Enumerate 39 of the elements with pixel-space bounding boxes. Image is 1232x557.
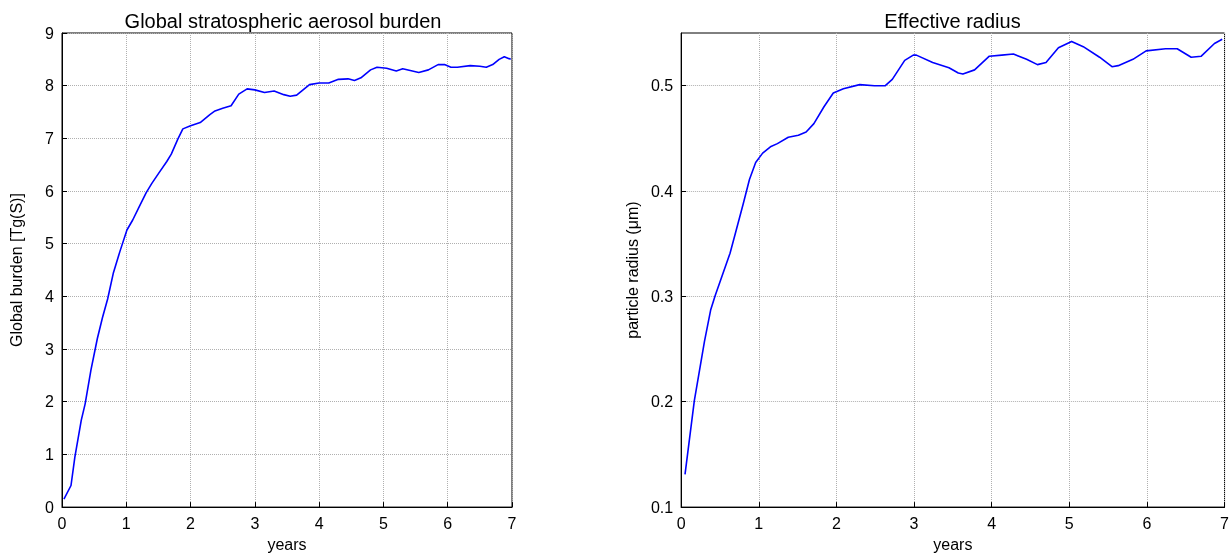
x-axis-title: years — [267, 535, 307, 553]
chart-title: Global stratospheric aerosol burden — [124, 10, 442, 32]
x-tick-label: 2 — [831, 514, 841, 532]
y-tick-label: 6 — [45, 182, 55, 200]
x-tick-label: 4 — [987, 514, 997, 532]
x-tick-label: 2 — [186, 514, 196, 532]
y-axis-title: particle radius (μm) — [623, 201, 641, 339]
x-tick-label: 1 — [121, 514, 131, 532]
y-tick-label: 2 — [45, 393, 55, 411]
y-tick-label: 0.1 — [650, 498, 674, 516]
x-tick-label: 3 — [250, 514, 260, 532]
y-tick-label: 0 — [45, 498, 55, 516]
y-tick-label: 0.5 — [650, 77, 674, 95]
x-axis-title: years — [933, 535, 973, 553]
x-tick-label: 4 — [314, 514, 324, 532]
y-tick-label: 1 — [45, 445, 55, 463]
x-tick-label: 5 — [1064, 514, 1074, 532]
x-tick-label: 7 — [1220, 514, 1230, 532]
y-tick-label: 8 — [45, 77, 55, 95]
x-tick-label: 7 — [507, 514, 517, 532]
x-tick-label: 1 — [754, 514, 764, 532]
line-series — [63, 55, 512, 500]
x-tick-label: 6 — [1142, 514, 1152, 532]
y-axis-title: Global burden [Tg(S)] — [7, 193, 25, 347]
x-tick-label: 6 — [443, 514, 453, 532]
y-tick-label: 3 — [45, 340, 55, 358]
y-tick-label: 5 — [45, 235, 55, 253]
chart-title: Effective radius — [884, 10, 1021, 32]
y-tick-label: 0.3 — [650, 287, 674, 305]
y-tick-label: 0.2 — [650, 393, 674, 411]
line-series — [684, 38, 1224, 476]
y-tick-label: 9 — [45, 24, 55, 42]
x-tick-label: 0 — [57, 514, 67, 532]
y-tick-label: 0.4 — [650, 182, 674, 200]
x-tick-label: 5 — [378, 514, 388, 532]
y-tick-label: 7 — [45, 129, 55, 147]
x-tick-label: 0 — [676, 514, 686, 532]
x-tick-label: 3 — [909, 514, 919, 532]
y-tick-label: 4 — [45, 287, 55, 305]
